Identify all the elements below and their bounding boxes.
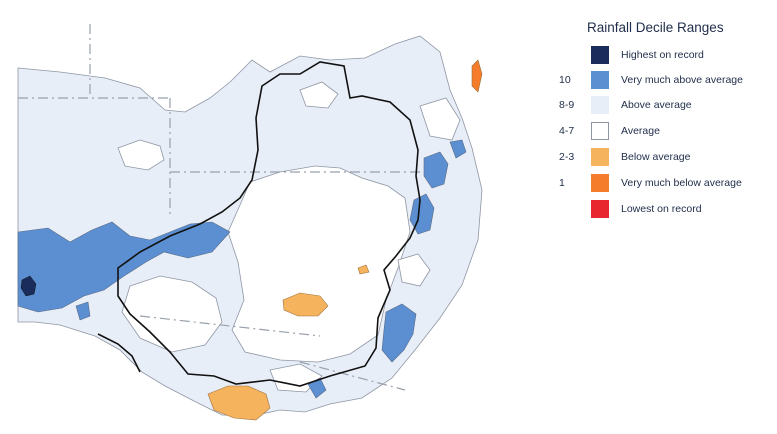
- legend-range: 4-7: [559, 125, 575, 137]
- very-much-below-northeast: [471, 59, 483, 93]
- legend-label-above: Above average: [621, 99, 692, 111]
- state-border-west-edge: [97, 333, 141, 373]
- very-much-above-southwest-pocket: [75, 301, 91, 321]
- very-much-above-east-coast: [381, 303, 417, 363]
- rainfall-decile-map: [17, 24, 483, 421]
- legend-swatch-lowest: [591, 200, 609, 218]
- grid-lines: [18, 24, 420, 391]
- legend-row-very-much-below: 1 Very much below average: [555, 174, 777, 195]
- below-average-south: [207, 385, 271, 421]
- very-much-above-far-northeast: [449, 139, 467, 159]
- legend-swatch-above: [591, 96, 609, 114]
- legend-range: 8-9: [559, 99, 575, 111]
- legend-title: Rainfall Decile Ranges: [587, 20, 724, 35]
- legend-swatch-very-much-above: [591, 71, 609, 89]
- legend-row-below: 2-3 Below average: [555, 148, 777, 169]
- legend-swatch-average: [591, 122, 609, 140]
- legend-row-lowest: Lowest on record: [555, 200, 777, 221]
- legend-range: 1: [559, 177, 565, 189]
- legend-row-highest: Highest on record: [555, 46, 777, 67]
- legend-label-lowest: Lowest on record: [621, 203, 702, 215]
- legend-label-below: Below average: [621, 151, 691, 163]
- legend-range: 10: [559, 74, 571, 86]
- average-region-central: [227, 165, 411, 363]
- legend: Rainfall Decile Ranges Highest on record…: [555, 0, 777, 434]
- legend-label-very-much-above: Very much above average: [621, 74, 743, 86]
- average-pocket-northwest: [117, 139, 165, 171]
- average-pocket-east: [419, 97, 461, 141]
- legend-row-above: 8-9 Above average: [555, 96, 777, 117]
- average-pocket-southeast: [397, 253, 431, 287]
- legend-label-very-much-below: Very much below average: [621, 177, 742, 189]
- highest-on-record-west: [20, 275, 37, 297]
- legend-swatch-below: [591, 148, 609, 166]
- state-border: [117, 61, 421, 387]
- legend-row-average: 4-7 Average: [555, 122, 777, 143]
- legend-label-average: Average: [621, 125, 660, 137]
- legend-row-very-much-above: 10 Very much above average: [555, 71, 777, 92]
- average-pocket-north: [299, 81, 339, 109]
- legend-label-highest: Highest on record: [621, 49, 704, 61]
- legend-swatch-very-much-below: [591, 174, 609, 192]
- below-average-central: [282, 292, 329, 317]
- legend-range: 2-3: [559, 151, 575, 163]
- below-average-small: [357, 264, 370, 275]
- very-much-above-west: [17, 221, 231, 313]
- very-much-above-northeast: [423, 151, 449, 189]
- average-region-southwest: [121, 275, 223, 353]
- legend-swatch-highest: [591, 46, 609, 64]
